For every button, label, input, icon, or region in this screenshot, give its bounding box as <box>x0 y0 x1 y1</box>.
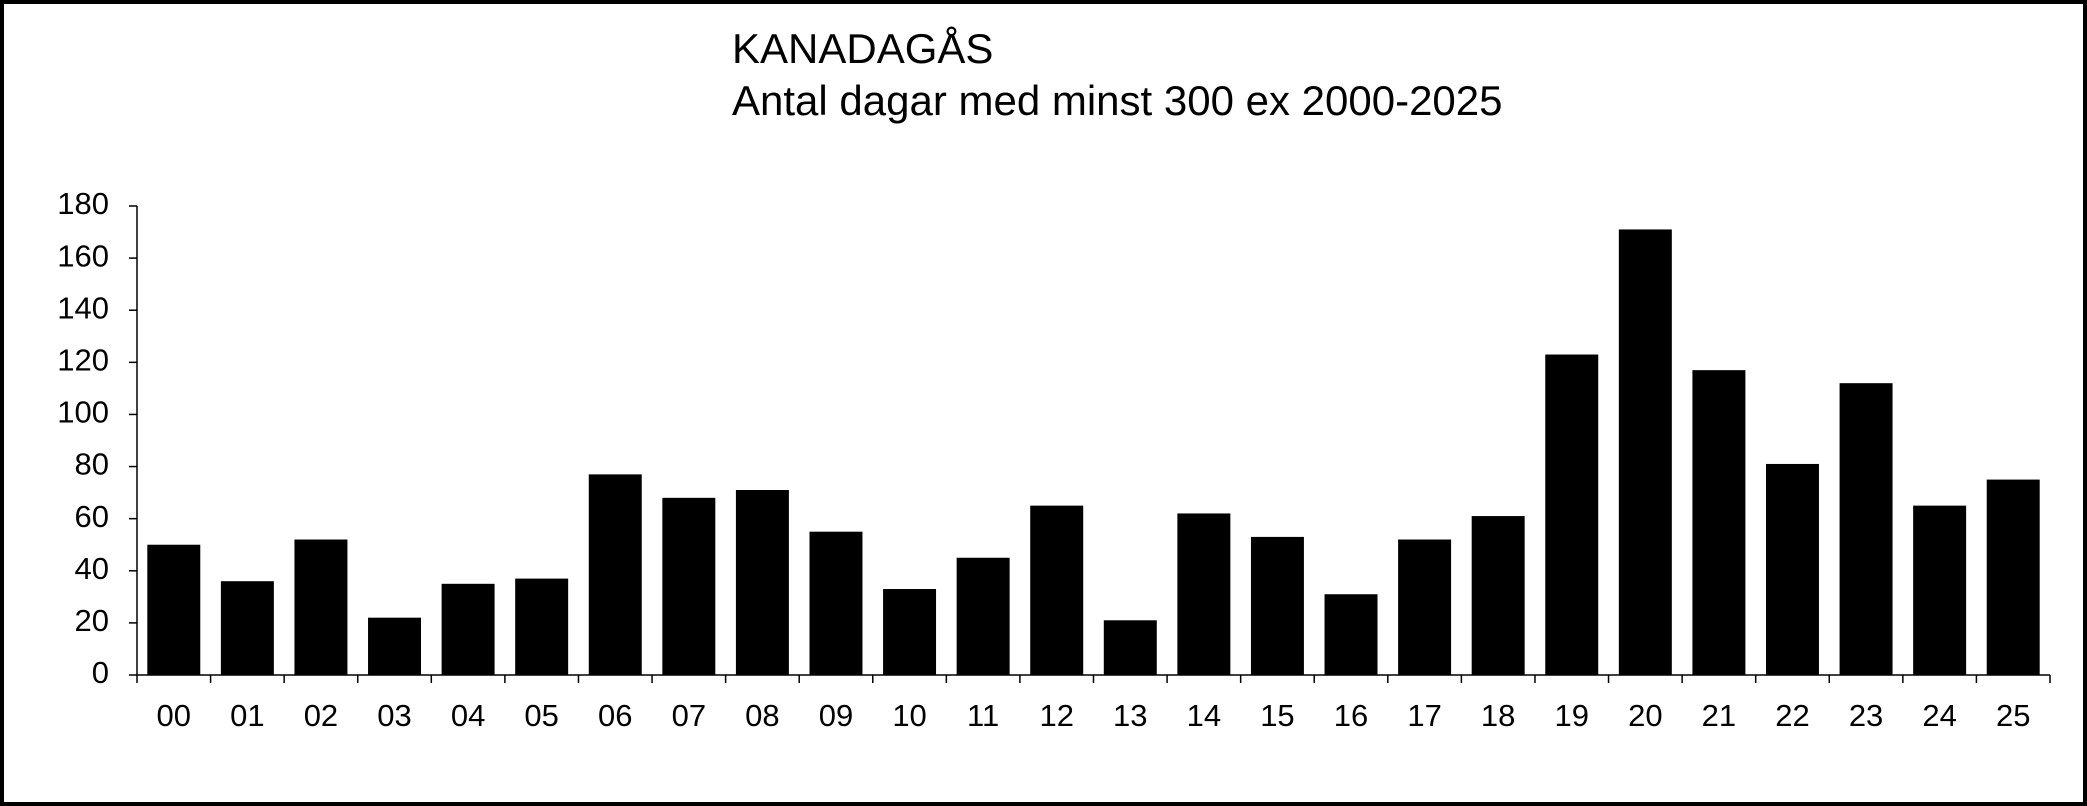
y-tick-label: 60 <box>75 499 109 534</box>
bar <box>515 578 569 675</box>
x-tick-label: 00 <box>157 698 191 733</box>
x-tick-label: 17 <box>1407 698 1441 733</box>
x-tick-label: 15 <box>1260 698 1294 733</box>
x-tick-label: 19 <box>1555 698 1589 733</box>
x-tick-label: 16 <box>1334 698 1368 733</box>
bar <box>1103 620 1157 675</box>
x-tick-label: 03 <box>377 698 411 733</box>
bar <box>1692 370 1746 675</box>
y-tick-label: 120 <box>57 343 109 378</box>
x-tick-label: 20 <box>1628 698 1662 733</box>
x-tick-label: 05 <box>524 698 558 733</box>
x-tick-label: 23 <box>1849 698 1883 733</box>
x-tick-label: 21 <box>1702 698 1736 733</box>
bar <box>1398 539 1452 675</box>
x-tick-label: 02 <box>304 698 338 733</box>
x-tick-label: 14 <box>1187 698 1221 733</box>
bar <box>1177 513 1231 675</box>
x-tick-label: 12 <box>1039 698 1073 733</box>
bar <box>1545 354 1599 675</box>
bar <box>1030 505 1084 675</box>
bar <box>735 490 789 675</box>
bar <box>662 497 716 675</box>
y-tick-label: 100 <box>57 395 109 430</box>
x-tick-label: 04 <box>451 698 485 733</box>
y-tick-label: 140 <box>57 290 109 325</box>
bar <box>1471 516 1525 675</box>
bar <box>294 539 348 675</box>
bar <box>809 531 863 675</box>
bar <box>1618 229 1672 675</box>
y-tick-label: 180 <box>57 186 109 221</box>
bar <box>956 557 1010 675</box>
bar <box>1765 463 1819 675</box>
bar <box>1839 383 1893 675</box>
bar <box>1913 505 1967 675</box>
x-tick-label: 06 <box>598 698 632 733</box>
y-tick-label: 20 <box>75 603 109 638</box>
x-tick-label: 13 <box>1113 698 1147 733</box>
x-tick-label: 07 <box>672 698 706 733</box>
x-tick-label: 22 <box>1775 698 1809 733</box>
x-tick-label: 18 <box>1481 698 1515 733</box>
x-tick-label: 10 <box>892 698 926 733</box>
y-tick-label: 0 <box>92 655 109 690</box>
bar <box>1250 536 1304 675</box>
bar <box>368 617 422 675</box>
bar <box>1324 594 1378 675</box>
chart-title: KANADAGÅS <box>732 25 993 72</box>
x-tick-label: 25 <box>1996 698 2030 733</box>
y-tick-label: 40 <box>75 551 109 586</box>
x-tick-label: 24 <box>1922 698 1956 733</box>
bar <box>147 544 201 675</box>
bar <box>1986 479 2040 675</box>
x-tick-label: 11 <box>967 698 999 733</box>
chart-subtitle: Antal dagar med minst 300 ex 2000-2025 <box>732 77 1503 124</box>
x-tick-label: 09 <box>819 698 853 733</box>
bar <box>441 583 495 675</box>
bar <box>220 581 274 675</box>
y-tick-label: 80 <box>75 447 109 482</box>
x-tick-label: 01 <box>230 698 264 733</box>
x-tick-label: 08 <box>745 698 779 733</box>
bar <box>588 474 642 675</box>
bar <box>883 589 937 675</box>
y-tick-label: 160 <box>57 238 109 273</box>
